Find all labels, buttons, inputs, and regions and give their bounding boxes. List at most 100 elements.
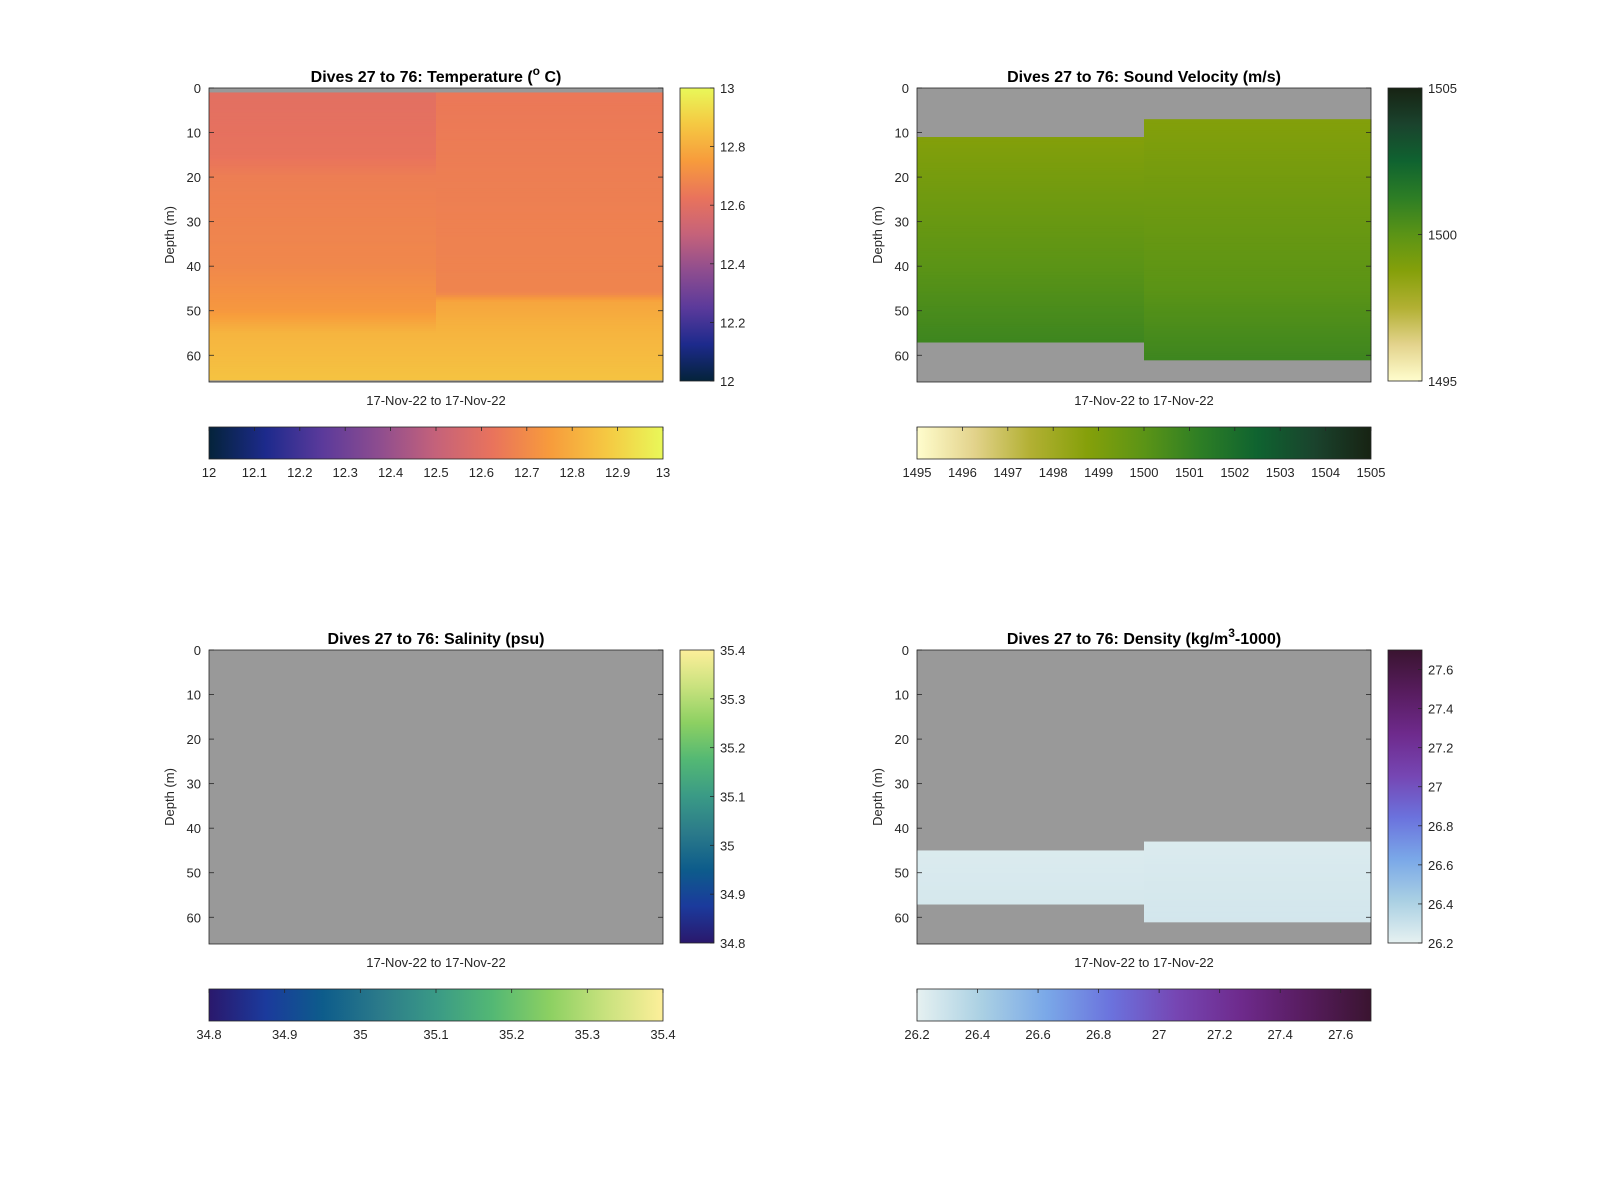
heatmap-cell xyxy=(436,286,664,290)
colorbar-tick-label: 34.8 xyxy=(720,936,745,951)
heatmap-cell xyxy=(1144,139,1372,143)
heatmap-cell xyxy=(209,259,437,263)
heatmap-cell xyxy=(1144,341,1372,345)
colorbar-tick-label: 35.1 xyxy=(720,790,745,805)
heatmap-cell xyxy=(1144,841,1372,845)
heatmap-cell xyxy=(1144,339,1372,343)
heatmap-cell xyxy=(917,174,1145,178)
heatmap-cell xyxy=(1144,892,1372,896)
right-colorbar xyxy=(679,649,715,944)
heatmap-cell xyxy=(917,304,1145,307)
heatmap-cell xyxy=(436,145,664,149)
heatmap-cell xyxy=(436,137,664,140)
heatmap-cell xyxy=(917,210,1145,214)
colorbar-tick-label: 1502 xyxy=(1220,465,1249,480)
heatmap-cell xyxy=(209,177,437,180)
heatmap-cell xyxy=(917,850,1145,854)
heatmap-cell xyxy=(917,145,1145,149)
heatmap-cell xyxy=(436,246,664,249)
heatmap-cell xyxy=(436,148,664,151)
heatmap-cell xyxy=(917,219,1145,223)
heatmap-cell xyxy=(209,206,437,209)
heatmap-cell xyxy=(917,299,1145,303)
heatmap-cell xyxy=(917,901,1145,905)
heatmap-cell xyxy=(436,295,664,298)
heatmap-cell xyxy=(1144,154,1372,158)
heatmap-cell xyxy=(1144,255,1372,258)
heatmap-cell xyxy=(917,141,1145,145)
heatmap-cell xyxy=(209,110,437,114)
heatmap-cell xyxy=(1144,132,1372,136)
heatmap-cell xyxy=(436,281,664,285)
heatmap-cell xyxy=(436,110,664,114)
heatmap-cell xyxy=(436,272,664,276)
heatmap-cell xyxy=(1144,201,1372,205)
colorbar-tick-label: 35.4 xyxy=(720,643,745,658)
heatmap-cell xyxy=(209,199,437,203)
heatmap-cell xyxy=(436,359,664,363)
heatmap-cell xyxy=(209,308,437,312)
heatmap-cell xyxy=(917,324,1145,327)
heatmap-cell xyxy=(1144,212,1372,216)
heatmap-cell xyxy=(209,279,437,283)
heatmap-cell xyxy=(917,152,1145,156)
heatmap-cell xyxy=(209,243,437,247)
heatmap-cell xyxy=(917,163,1145,167)
heatmap-cell xyxy=(917,159,1145,163)
heatmap-cell xyxy=(1144,315,1372,319)
heatmap-cell xyxy=(1144,888,1372,892)
colorbar-tick-label: 13 xyxy=(656,465,670,480)
heatmap-cell xyxy=(1144,288,1372,292)
heatmap-cell xyxy=(209,295,437,298)
heatmap-cell xyxy=(209,132,437,136)
heatmap-cell xyxy=(917,230,1145,234)
heatmap-cell xyxy=(917,890,1145,894)
y-tick-label: 10 xyxy=(895,126,909,141)
heatmap-cell xyxy=(917,272,1145,276)
heatmap-cell xyxy=(209,339,437,343)
heatmap-cell xyxy=(436,186,664,189)
heatmap-cell xyxy=(436,139,664,143)
heatmap-cell xyxy=(209,275,437,278)
colorbar-tick-label: 27.4 xyxy=(1268,1027,1293,1042)
heatmap-cell xyxy=(436,125,664,129)
heatmap-cell xyxy=(209,99,437,102)
heatmap-cell xyxy=(209,181,437,185)
heatmap-cell xyxy=(209,134,437,138)
heatmap-cell xyxy=(436,341,664,345)
heatmap-cell xyxy=(209,137,437,140)
colorbar-tick-label: 12.2 xyxy=(720,315,745,330)
heatmap-cell xyxy=(1144,181,1372,185)
heatmap-cell xyxy=(209,203,437,207)
heatmap-cell xyxy=(209,114,437,118)
heatmap-cell xyxy=(209,163,437,167)
heatmap-cell xyxy=(436,132,664,136)
x-axis-label: 17-Nov-22 to 17-Nov-22 xyxy=(366,393,505,408)
heatmap-cell xyxy=(209,375,437,379)
heatmap-cell xyxy=(917,872,1145,876)
heatmap-cell xyxy=(1144,145,1372,149)
heatmap-cell xyxy=(1144,159,1372,163)
heatmap-cell xyxy=(209,197,437,200)
heatmap-cell xyxy=(436,130,664,134)
y-tick-label: 30 xyxy=(895,777,909,792)
heatmap-cell xyxy=(436,208,664,212)
heatmap-cell xyxy=(917,315,1145,319)
heatmap-cell xyxy=(436,243,664,247)
heatmap-cell xyxy=(209,194,437,198)
heatmap-cell xyxy=(917,290,1145,294)
heatmap-cell xyxy=(209,248,437,252)
heatmap-cell xyxy=(436,210,664,214)
heatmap-cell xyxy=(209,150,437,154)
heatmap-cell xyxy=(209,328,437,332)
heatmap-cell xyxy=(1144,248,1372,252)
heatmap-cell xyxy=(917,232,1145,236)
heatmap-cell xyxy=(1144,879,1372,883)
heatmap-cell xyxy=(209,268,437,272)
heatmap-cell xyxy=(917,235,1145,238)
y-tick-label: 20 xyxy=(895,732,909,747)
colorbar-tick-label: 1495 xyxy=(1428,374,1457,389)
heatmap-cell xyxy=(209,212,437,216)
right-colorbar xyxy=(679,87,715,382)
heatmap-cell xyxy=(1144,281,1372,285)
